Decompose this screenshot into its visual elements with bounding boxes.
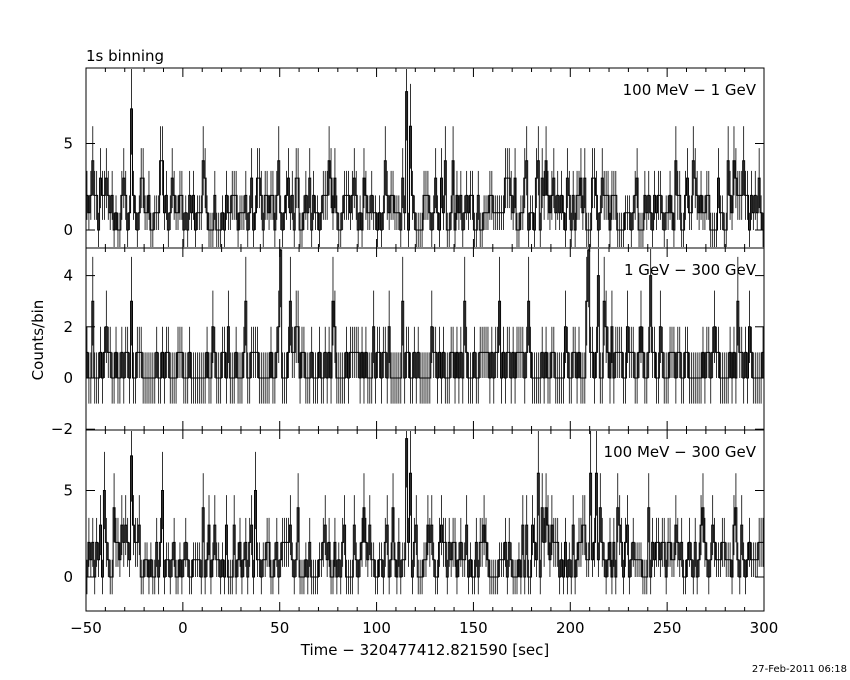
- y-tick-label: 0: [63, 221, 73, 239]
- y-tick-label: −2: [51, 420, 73, 438]
- series-line: [86, 249, 764, 379]
- x-tick-label: 150: [459, 619, 488, 637]
- timestamp: 27-Feb-2011 06:18: [752, 664, 847, 675]
- panels: 0 5 100 MeV − 1 GeV −2 0 2 4 1 GeV − 300 GeV 0 5 1…: [51, 67, 779, 637]
- x-tick-label: 100: [362, 619, 391, 637]
- panel-frame: [85, 429, 765, 612]
- x-tick-label: 250: [653, 619, 682, 637]
- y-axis-label: Counts/bin: [29, 300, 47, 381]
- x-axis-label: Time − 320477412.821590 [sec]: [300, 641, 550, 659]
- x-tick-label: −50: [70, 619, 102, 637]
- x-tick-label: 0: [178, 619, 188, 637]
- x-tick-label: 200: [556, 619, 585, 637]
- y-tick-label: 5: [63, 482, 73, 500]
- series-line: [86, 91, 764, 231]
- series-label: 100 MeV − 300 GeV: [604, 443, 757, 461]
- y-tick-label: 5: [63, 135, 73, 153]
- y-tick-label: 2: [63, 318, 73, 336]
- y-tick-label: 4: [63, 267, 73, 285]
- x-tick-label: 50: [270, 619, 289, 637]
- series-label: 100 MeV − 1 GeV: [623, 81, 757, 99]
- chart-title: 1s binning: [86, 47, 164, 65]
- y-tick-label: 0: [63, 369, 73, 387]
- series-label: 1 GeV − 300 GeV: [624, 261, 757, 279]
- y-tick-label: 0: [63, 568, 73, 586]
- x-tick-label: 300: [750, 619, 779, 637]
- series-line: [86, 438, 764, 578]
